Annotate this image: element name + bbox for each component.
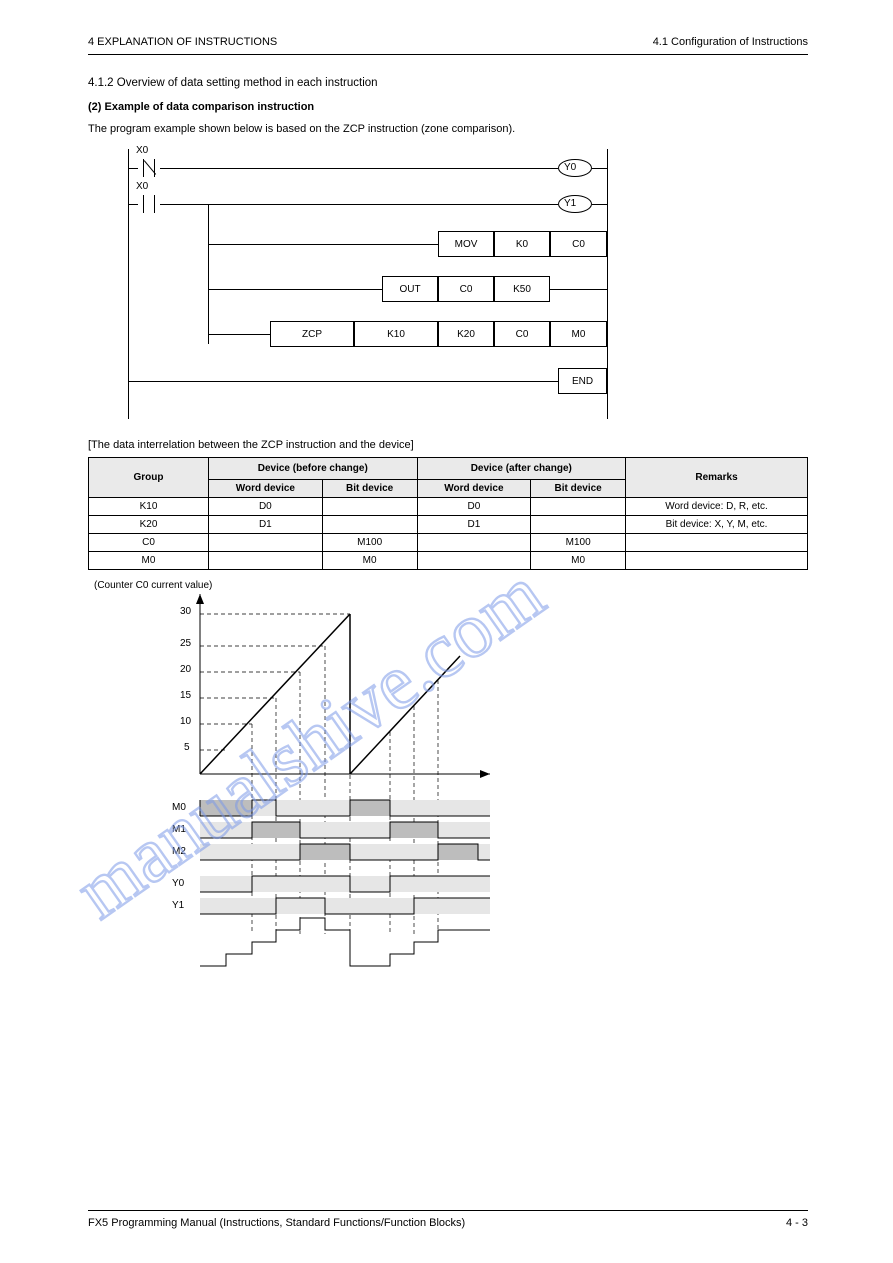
table-row: K10D0D0Word device: D, R, etc. — [89, 498, 808, 516]
comparison-table: Group Device (before change) Device (aft… — [88, 457, 808, 570]
section-sub: (2) Example of data comparison instructi… — [88, 101, 808, 113]
y-val: 25 — [180, 638, 191, 649]
left-rail — [128, 149, 129, 419]
timing-chart: 30 25 20 15 10 5 (Counter C0 current val… — [160, 594, 520, 994]
sig-label: M0 — [172, 802, 186, 813]
sig-label: Y1 — [172, 900, 184, 911]
end-box: END — [558, 368, 607, 394]
contact-label: X0 — [136, 181, 148, 192]
y-val: 10 — [180, 716, 191, 727]
th-group: Group — [89, 458, 209, 498]
no-contact — [138, 195, 160, 213]
table-title: [The data interrelation between the ZCP … — [88, 439, 808, 451]
intro-text: The program example shown below is based… — [88, 123, 808, 135]
th-remarks: Remarks — [626, 458, 808, 498]
zcp-a: K10 — [354, 321, 438, 347]
page-content: 4 EXPLANATION OF INSTRUCTIONS 4.1 Config… — [88, 36, 808, 994]
out-b: K50 — [494, 276, 550, 302]
th-bit-a: Bit device — [531, 480, 626, 498]
header-right: 4.1 Configuration of Instructions — [653, 36, 808, 48]
th-after: Device (after change) — [417, 458, 626, 480]
contact-label: X0 — [136, 145, 148, 156]
y-val: 5 — [184, 742, 190, 753]
coil-label: Y1 — [564, 198, 576, 209]
y-val: 30 — [180, 606, 191, 617]
page-header: 4 EXPLANATION OF INSTRUCTIONS 4.1 Config… — [88, 36, 808, 55]
nc-contact — [138, 159, 160, 177]
mov-d: C0 — [550, 231, 607, 257]
th-word-b: Word device — [209, 480, 323, 498]
mov-s: K0 — [494, 231, 550, 257]
th-word-a: Word device — [417, 480, 531, 498]
footer-left: FX5 Programming Manual (Instructions, St… — [88, 1217, 465, 1229]
y-axis-label: (Counter C0 current value) — [94, 580, 294, 591]
page-footer: FX5 Programming Manual (Instructions, St… — [88, 1210, 808, 1229]
mov-op: MOV — [438, 231, 494, 257]
table-row: K20D1D1Bit device: X, Y, M, etc. — [89, 516, 808, 534]
out-op: OUT — [382, 276, 438, 302]
out-a: C0 — [438, 276, 494, 302]
sig-label: M2 — [172, 846, 186, 857]
header-left: 4 EXPLANATION OF INSTRUCTIONS — [88, 36, 277, 48]
coil-label: Y0 — [564, 162, 576, 173]
sig-label: M1 — [172, 824, 186, 835]
zcp-op: ZCP — [270, 321, 354, 347]
th-before: Device (before change) — [209, 458, 418, 480]
footer-right: 4 - 3 — [786, 1217, 808, 1229]
zcp-c: C0 — [494, 321, 550, 347]
zcp-d: M0 — [550, 321, 607, 347]
sig-label: Y0 — [172, 878, 184, 889]
timing-svg — [160, 594, 520, 994]
ladder-diagram: X0 Y0 X0 Y1 MOV K0 C0 OUT — [128, 149, 808, 419]
zcp-b: K20 — [438, 321, 494, 347]
y-val: 20 — [180, 664, 191, 675]
table-body: K10D0D0Word device: D, R, etc.K20D1D1Bit… — [89, 498, 808, 570]
section-number-title: 4.1.2 Overview of data setting method in… — [88, 77, 808, 89]
table-row: C0M100M100 — [89, 534, 808, 552]
table-row: M0M0M0 — [89, 552, 808, 570]
right-rail — [607, 149, 608, 419]
th-bit-b: Bit device — [322, 480, 417, 498]
y-val: 15 — [180, 690, 191, 701]
